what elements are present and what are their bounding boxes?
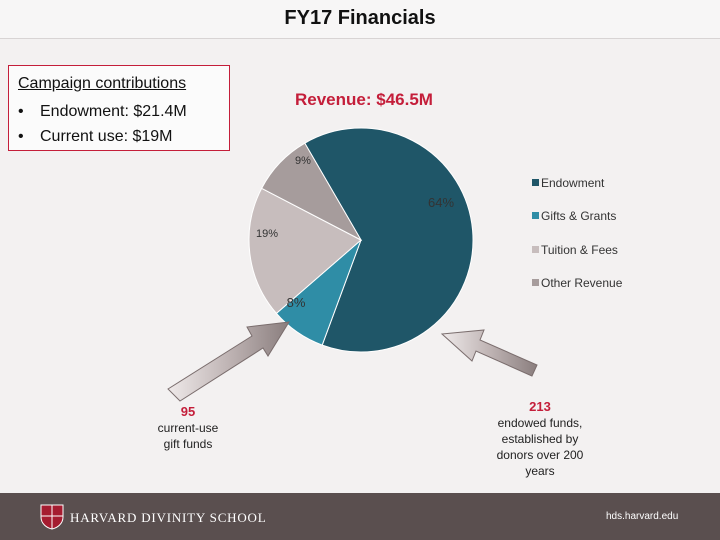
bullet-icon: •: [18, 128, 24, 145]
revenue-label: Revenue: $46.5M: [295, 90, 433, 109]
header-bar: FY17 Financials: [0, 0, 720, 39]
campaign-item-label: Endowment: $21.4M: [40, 103, 187, 120]
slice-data-label: 64%: [428, 195, 454, 210]
pie-slice-endowment: [304, 127, 474, 353]
legend-swatch: [532, 212, 539, 219]
legend-label: Gifts & Grants: [541, 209, 617, 223]
callout-text: years: [525, 464, 555, 478]
arrow-left-icon: [167, 321, 290, 402]
bullet-icon: •: [18, 103, 24, 120]
school-name: HARVARD DIVINITY SCHOOL: [70, 510, 267, 525]
callout-text: endowed funds,: [497, 416, 583, 430]
callout-text: current-use: [157, 421, 219, 435]
slice-data-label: 9%: [295, 155, 311, 167]
callout-text: established by: [501, 432, 579, 446]
callout-text: gift funds: [163, 437, 213, 451]
callout-text: donors over 200: [496, 448, 584, 462]
legend-label: Other Revenue: [541, 276, 623, 290]
shield-icon: [40, 504, 64, 530]
slide-title: FY17 Financials: [284, 7, 436, 29]
campaign-item-label: Current use: $19M: [40, 128, 173, 145]
slice-data-label: 8%: [287, 295, 306, 310]
footer-url[interactable]: hds.harvard.edu: [606, 511, 679, 522]
pie-slice-other-revenue: [260, 142, 363, 242]
legend-label: Endowment: [541, 176, 605, 190]
footer-bar: HARVARD DIVINITY SCHOOL hds.harvard.edu: [0, 493, 720, 540]
campaign-item-endowment: • Endowment: $21.4M: [18, 103, 187, 121]
campaign-heading: Campaign contributions: [18, 75, 187, 92]
slice-data-label: 19%: [256, 228, 278, 240]
callout-number: 213: [529, 399, 551, 414]
callout-current-use: 95 current-use gift funds: [138, 404, 238, 452]
callout-endowed: 213 endowed funds, established by donors…: [480, 399, 600, 479]
legend-label: Tuition & Fees: [541, 243, 618, 257]
callout-number: 95: [180, 404, 196, 419]
legend-swatch: [532, 179, 539, 186]
campaign-item-current-use: • Current use: $19M: [18, 128, 173, 146]
legend-swatch: [532, 246, 539, 253]
pie-slice-tuition-fees: [248, 187, 362, 315]
campaign-box: Campaign contributions • Endowment: $21.4…: [8, 65, 230, 151]
legend-swatch: [532, 279, 539, 286]
arrow-right-icon: [440, 329, 538, 377]
